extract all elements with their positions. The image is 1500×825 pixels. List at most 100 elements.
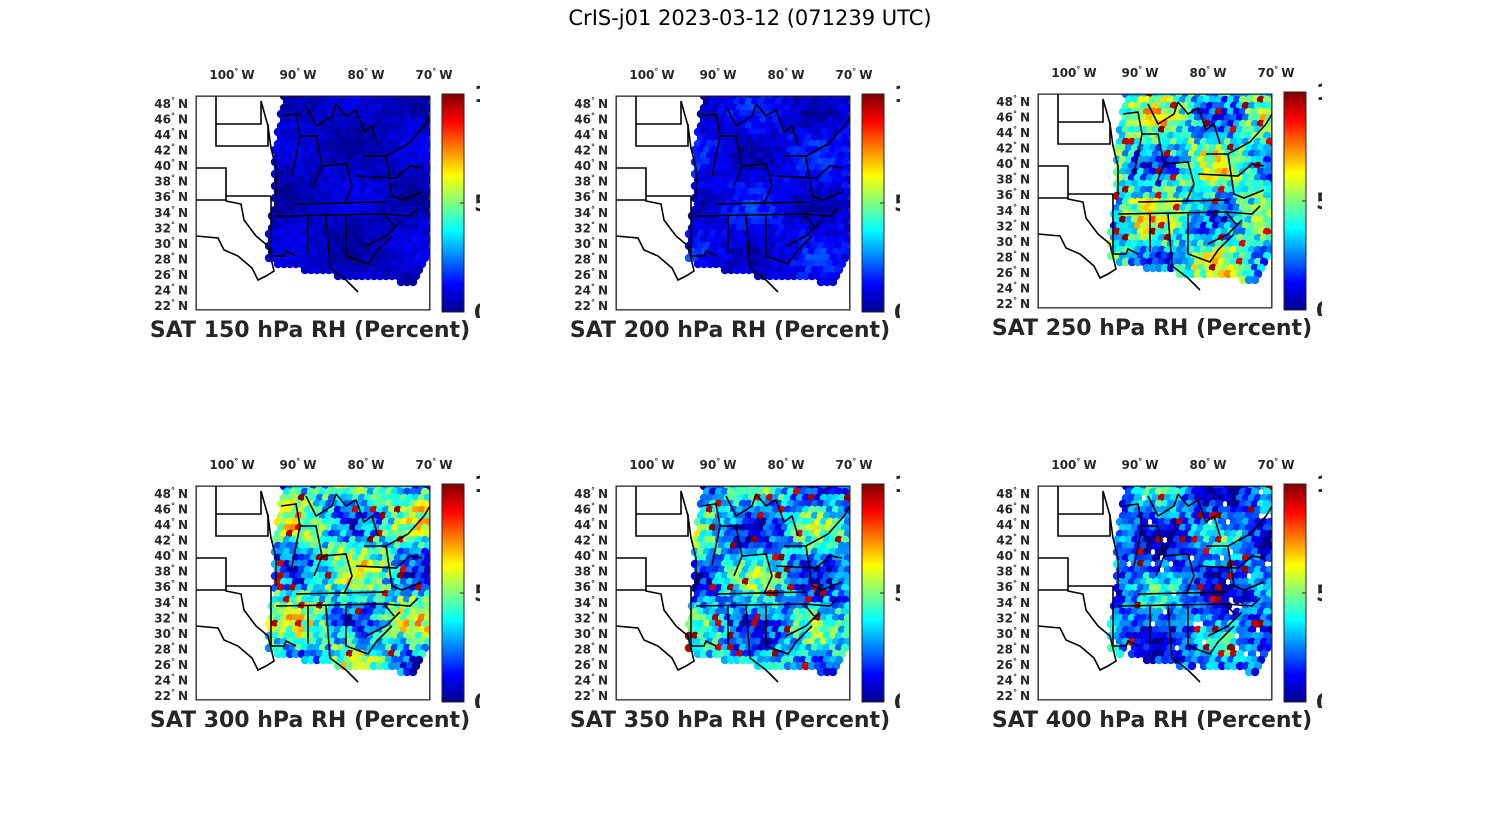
- colorbar-tick-label: 50: [474, 582, 480, 607]
- map-frame: [615, 485, 851, 701]
- lat-tick-label: 42° N: [154, 143, 188, 158]
- lat-tick-label: 32° N: [574, 220, 608, 235]
- lat-tick-label: 24° N: [996, 672, 1030, 687]
- lat-tick-label: 26° N: [154, 657, 188, 672]
- lat-tick-label: 30° N: [996, 626, 1030, 641]
- panel-title: SAT 150 hPa RH (Percent): [149, 318, 471, 343]
- lon-tick-label: 70° W: [1258, 65, 1295, 80]
- lat-tick-label: 22° N: [996, 688, 1030, 703]
- lat-tick-label: 40° N: [996, 156, 1030, 171]
- colorbar-tick-label: 50: [894, 192, 900, 217]
- colorbar-tick-label: 0: [1316, 691, 1322, 708]
- lat-tick-label: 46° N: [154, 502, 188, 517]
- panel-title: SAT 200 hPa RH (Percent): [569, 318, 891, 343]
- lon-tick-label: 70° W: [416, 67, 453, 82]
- lat-tick-label: 40° N: [574, 548, 608, 563]
- map-plot-300: 100° W 90° W 80° W 70° W 48° N46° N44° N42° N40° N38°…: [154, 457, 480, 708]
- lat-tick-label: 30° N: [574, 236, 608, 251]
- lat-tick-label: 38° N: [574, 564, 608, 579]
- lat-tick-label: 36° N: [154, 189, 188, 204]
- map-frame: [195, 485, 431, 701]
- lat-tick-label: 22° N: [154, 688, 188, 703]
- lat-tick-label: 34° N: [574, 595, 608, 610]
- lat-tick-label: 28° N: [996, 641, 1030, 656]
- lat-tick-label: 26° N: [996, 265, 1030, 280]
- lat-tick-label: 46° N: [996, 502, 1030, 517]
- lat-tick-label: 42° N: [574, 143, 608, 158]
- lon-tick-label: 100° W: [629, 457, 674, 472]
- lat-tick-label: 40° N: [996, 548, 1030, 563]
- lat-tick-label: 48° N: [154, 96, 188, 111]
- lat-tick-label: 36° N: [574, 189, 608, 204]
- lat-tick-label: 36° N: [154, 579, 188, 594]
- lat-tick-label: 48° N: [574, 486, 608, 501]
- state-boundaries: [616, 486, 850, 700]
- lon-tick-label: 90° W: [1122, 65, 1159, 80]
- map-panel-200: 100° W 90° W 80° W 70° W 48° N 46° N 44° N 42° N 40° N 38°…: [560, 60, 900, 350]
- panel-title: SAT 400 hPa RH (Percent): [991, 708, 1313, 733]
- panel-title: SAT 300 hPa RH (Percent): [149, 708, 471, 733]
- rh-swath: [1106, 94, 1272, 285]
- map-frame: [615, 95, 851, 311]
- lat-tick-label: 32° N: [154, 610, 188, 625]
- lon-tick-label: 100° W: [629, 67, 674, 82]
- lat-tick-label: 30° N: [154, 236, 188, 251]
- lat-tick-label: 38° N: [996, 564, 1030, 579]
- lon-tick-label: 70° W: [836, 67, 873, 82]
- panel-title: SAT 250 hPa RH (Percent): [991, 316, 1313, 341]
- lon-tick-label: 70° W: [836, 457, 873, 472]
- lat-tick-label: 28° N: [996, 249, 1030, 264]
- lat-tick-label: 24° N: [996, 280, 1030, 295]
- lat-tick-label: 48° N: [996, 486, 1030, 501]
- colorbar-tick-label: 0: [894, 691, 900, 708]
- lat-tick-label: 26° N: [154, 267, 188, 282]
- state-boundaries: [616, 96, 850, 310]
- lon-tick-label: 90° W: [1122, 457, 1159, 472]
- lon-tick-label: 70° W: [416, 457, 453, 472]
- lat-tick-label: 36° N: [996, 187, 1030, 202]
- lat-tick-label: 34° N: [996, 595, 1030, 610]
- lat-tick-label: 32° N: [574, 610, 608, 625]
- lat-tick-label: 26° N: [996, 657, 1030, 672]
- map-panel-250: 100° W 90° W 80° W 70° W 48° N 46° N 44° N 42° N 40° N 38°…: [982, 58, 1322, 348]
- lat-tick-label: 26° N: [574, 267, 608, 282]
- map-plot-350: 100° W 90° W 80° W 70° W 48° N46° N44° N42° N40° N38°…: [574, 457, 900, 708]
- lat-tick-label: 44° N: [574, 127, 608, 142]
- map-plot-400: 100° W 90° W 80° W 70° W 48° N46° N44° N42° N40° N38°…: [996, 457, 1322, 708]
- map-panel-350: 100° W 90° W 80° W 70° W 48° N 46° N 44° N 42° N 40° N 38°…: [560, 450, 900, 740]
- lat-tick-label: 28° N: [154, 251, 188, 266]
- colorbar-tick-label: 0: [474, 691, 480, 708]
- lat-tick-label: 34° N: [154, 595, 188, 610]
- lat-tick-label: 42° N: [996, 533, 1030, 548]
- lat-tick-label: 38° N: [154, 174, 188, 189]
- map-frame: [1037, 485, 1273, 701]
- lat-tick-label: 22° N: [996, 296, 1030, 311]
- lon-tick-label: 90° W: [280, 67, 317, 82]
- lat-tick-label: 30° N: [996, 234, 1030, 249]
- lat-tick-label: 24° N: [574, 282, 608, 297]
- colorbar-tick-label: 100: [894, 473, 900, 498]
- colorbar-tick-label: 100: [474, 473, 480, 498]
- lon-tick-label: 80° W: [348, 457, 385, 472]
- lat-tick-label: 42° N: [154, 533, 188, 548]
- lat-tick-label: 24° N: [154, 672, 188, 687]
- lat-tick-label: 34° N: [154, 205, 188, 220]
- colorbar-tick-label: 50: [1316, 582, 1322, 607]
- lat-tick-label: 46° N: [996, 110, 1030, 125]
- colorbar-tick-label: 0: [1316, 299, 1322, 316]
- lon-tick-label: 80° W: [348, 67, 385, 82]
- lat-tick-label: 44° N: [996, 125, 1030, 140]
- lon-tick-label: 80° W: [1190, 457, 1227, 472]
- colorbar-tick-label: 0: [474, 301, 480, 318]
- lat-tick-label: 44° N: [154, 127, 188, 142]
- lat-tick-label: 38° N: [574, 174, 608, 189]
- map-panel-150: 100° W 90° W 80° W 70° W 48° N 46° N 44° N 42° N 40° N 38°…: [140, 60, 480, 350]
- map-panel-400: 100° W 90° W 80° W 70° W 48° N 46° N 44° N 42° N 40° N 38°…: [982, 450, 1322, 740]
- lat-tick-label: 36° N: [574, 579, 608, 594]
- rh-swath: [1106, 486, 1272, 677]
- lat-tick-label: 24° N: [574, 672, 608, 687]
- lon-tick-label: 100° W: [209, 67, 254, 82]
- lat-tick-label: 40° N: [154, 158, 188, 173]
- lon-tick-label: 80° W: [768, 67, 805, 82]
- state-boundaries: [196, 96, 430, 310]
